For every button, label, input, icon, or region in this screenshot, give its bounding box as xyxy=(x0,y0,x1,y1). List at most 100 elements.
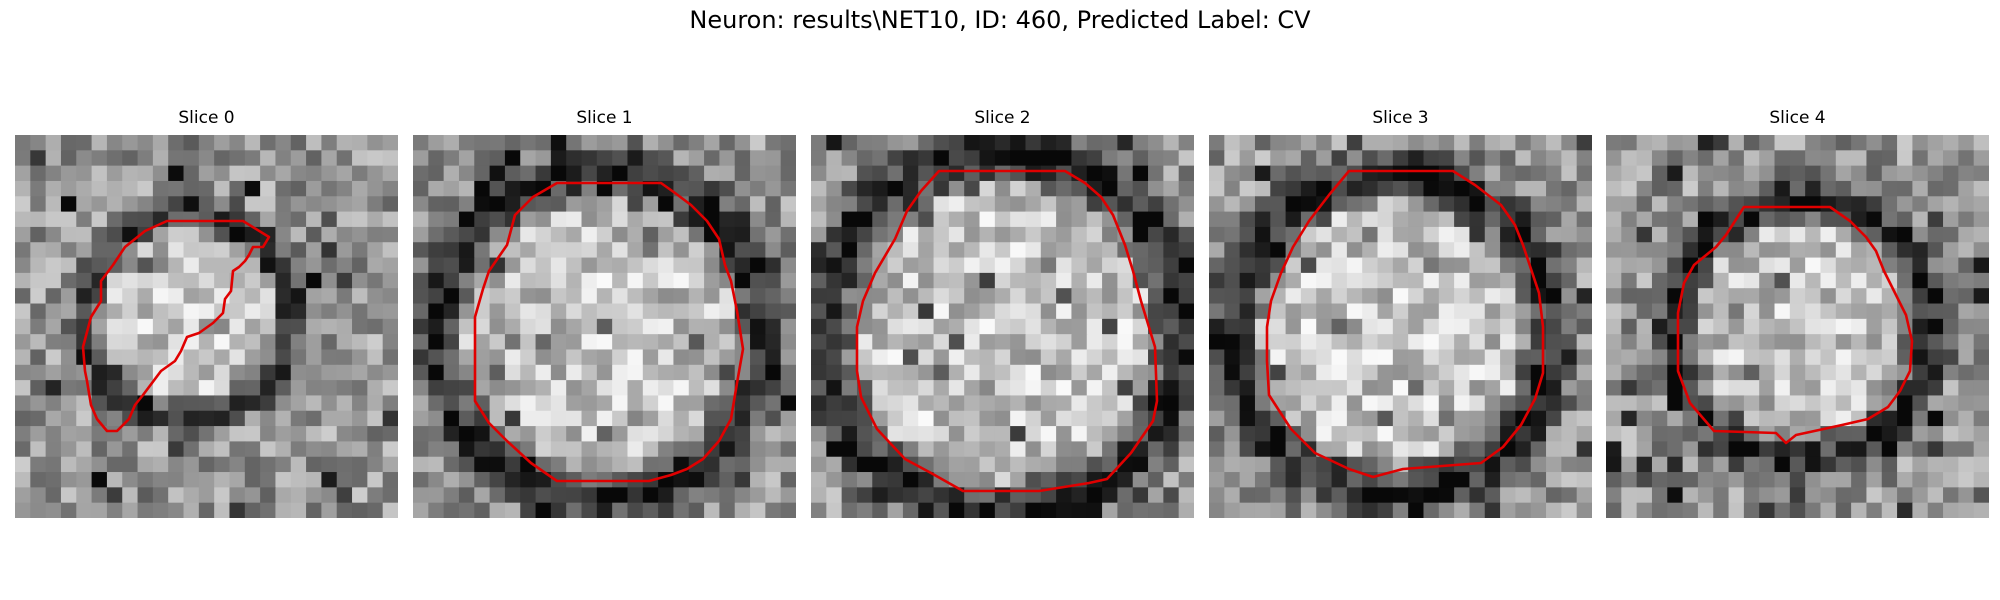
contour-outline xyxy=(1676,205,1914,445)
em-pixel xyxy=(168,502,185,518)
em-pixel xyxy=(382,165,398,182)
em-pixel xyxy=(811,456,827,473)
em-pixel xyxy=(367,426,384,442)
em-pixel xyxy=(550,135,567,151)
em-pixel xyxy=(902,349,919,366)
em-pixel xyxy=(1040,456,1057,473)
em-pixel xyxy=(1713,380,1730,397)
em-pixel xyxy=(1316,318,1333,335)
em-pixel xyxy=(1132,426,1149,442)
em-pixel xyxy=(458,334,475,351)
em-pixel xyxy=(1515,165,1532,182)
em-pixel xyxy=(1254,303,1271,320)
em-pixel xyxy=(1530,242,1547,259)
em-pixel xyxy=(550,257,567,274)
em-pixel xyxy=(1040,165,1057,182)
em-pixel xyxy=(856,456,873,473)
em-pixel xyxy=(290,426,307,442)
em-pixel xyxy=(856,334,873,351)
em-pixel xyxy=(581,395,598,412)
em-pixel xyxy=(336,150,353,167)
em-pixel xyxy=(1881,441,1898,458)
em-pixel xyxy=(566,487,583,504)
em-pixel xyxy=(1117,472,1134,488)
em-pixel xyxy=(1010,395,1027,412)
em-pixel xyxy=(1300,472,1317,488)
em-pixel xyxy=(933,395,950,412)
em-pixel xyxy=(168,410,185,427)
em-pixel xyxy=(1881,487,1898,504)
em-pixel xyxy=(1331,349,1348,366)
em-pixel xyxy=(198,211,215,228)
em-pixel xyxy=(1454,380,1471,397)
em-pixel xyxy=(1651,441,1668,458)
em-pixel xyxy=(1835,395,1852,412)
em-pixel xyxy=(1500,502,1516,518)
em-pixel xyxy=(750,487,766,504)
em-pixel xyxy=(1377,410,1394,427)
em-pixel xyxy=(1346,180,1363,197)
em-pixel xyxy=(1912,395,1929,412)
em-pixel xyxy=(1651,364,1668,381)
em-pixel xyxy=(352,456,368,473)
em-pixel xyxy=(1713,318,1730,335)
em-pixel xyxy=(1912,288,1929,305)
em-pixel xyxy=(1408,165,1425,182)
em-pixel xyxy=(550,318,567,335)
em-pixel xyxy=(811,272,827,289)
em-pixel xyxy=(1484,349,1501,366)
em-pixel xyxy=(704,135,720,151)
em-pixel xyxy=(1071,135,1088,151)
em-pixel xyxy=(1102,395,1118,412)
em-pixel xyxy=(443,211,460,228)
em-pixel xyxy=(1209,502,1225,518)
em-pixel xyxy=(1178,226,1194,243)
em-pixel xyxy=(306,272,322,289)
em-pixel xyxy=(1897,334,1913,351)
em-pixel xyxy=(1102,334,1118,351)
em-pixel xyxy=(994,456,1011,473)
em-pixel xyxy=(1500,395,1516,412)
em-pixel xyxy=(1086,472,1103,488)
em-pixel xyxy=(1576,502,1592,518)
em-pixel xyxy=(948,272,965,289)
em-pixel xyxy=(1500,303,1516,320)
em-pixel xyxy=(1300,226,1317,243)
em-pixel xyxy=(719,226,736,243)
em-pixel xyxy=(581,135,598,151)
em-pixel xyxy=(275,180,292,197)
em-pixel xyxy=(673,441,690,458)
em-pixel xyxy=(1239,334,1256,351)
em-pixel xyxy=(428,441,445,458)
em-pixel xyxy=(1209,334,1225,351)
em-pixel xyxy=(1728,272,1745,289)
em-pixel xyxy=(811,165,827,182)
em-pixel xyxy=(1484,288,1501,305)
em-pixel xyxy=(1010,226,1027,243)
em-pixel xyxy=(1805,364,1822,381)
em-pixel xyxy=(1086,150,1103,167)
em-pixel xyxy=(612,410,629,427)
em-pixel xyxy=(1285,502,1302,518)
em-pixel xyxy=(627,380,644,397)
em-pixel xyxy=(1606,502,1622,518)
figure-title: Neuron: results\NET10, ID: 460, Predicte… xyxy=(689,6,1311,34)
em-pixel xyxy=(244,487,261,504)
em-pixel xyxy=(428,135,445,151)
em-pixel xyxy=(1423,180,1440,197)
em-pixel xyxy=(1667,165,1684,182)
em-pixel xyxy=(489,150,506,167)
em-pixel xyxy=(734,272,751,289)
em-pixel xyxy=(596,380,613,397)
em-pixel xyxy=(1576,334,1592,351)
em-pixel xyxy=(1209,150,1225,167)
em-pixel xyxy=(1697,364,1714,381)
em-pixel xyxy=(1866,226,1883,243)
em-pixel xyxy=(1958,135,1975,151)
em-pixel xyxy=(1300,135,1317,151)
em-pixel xyxy=(428,410,445,427)
em-pixel xyxy=(734,196,751,213)
em-pixel xyxy=(244,334,261,351)
em-pixel xyxy=(1377,318,1394,335)
em-pixel xyxy=(306,456,322,473)
